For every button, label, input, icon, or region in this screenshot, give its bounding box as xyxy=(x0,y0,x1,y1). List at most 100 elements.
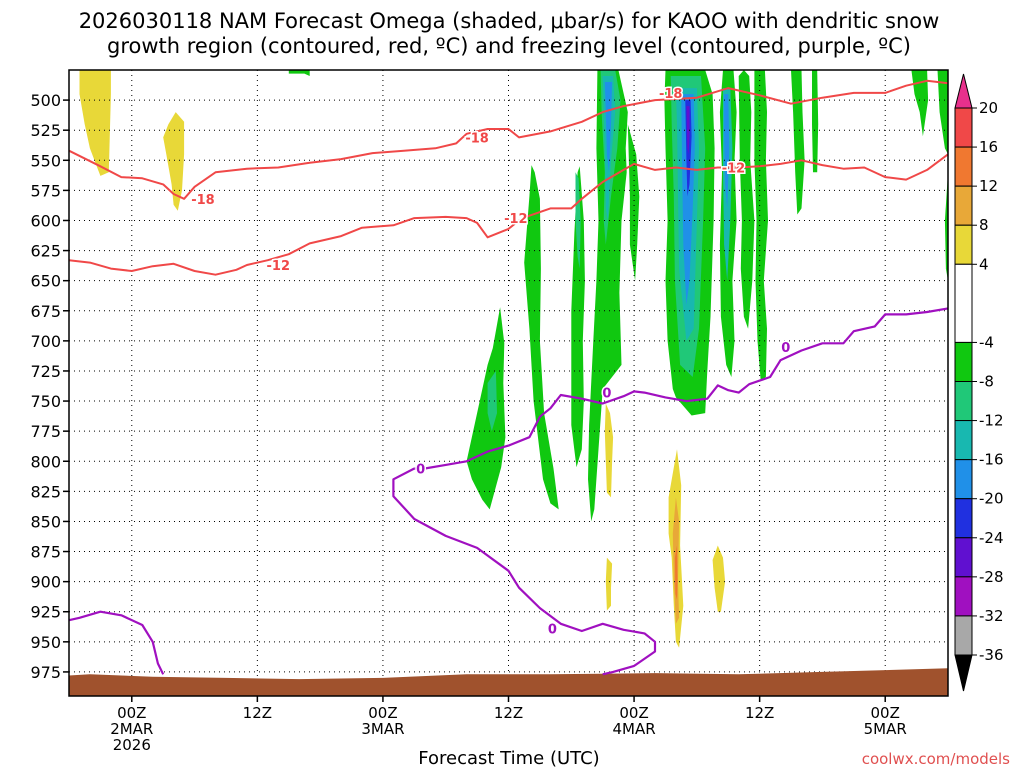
omega-shade-region-15 xyxy=(937,70,948,155)
colorbar-bottom-arrow xyxy=(954,654,973,692)
y-axis: 500 525 550 575 600 625 650 675 700 725 750 775 800 8… xyxy=(30,91,69,682)
omega-shade-region-13 xyxy=(812,70,819,173)
y-tick-label-900: 900 xyxy=(30,573,61,592)
x-tick-label-6-1: 2MAR xyxy=(110,720,153,738)
colorbar-bin-8 xyxy=(954,459,973,500)
omega-shade-region-2 xyxy=(288,70,310,76)
chart-title-line2: growth region (contoured, red, ºC) and f… xyxy=(107,34,911,58)
omega-shading-layer xyxy=(79,70,948,648)
freezing-level-contour-1 xyxy=(414,307,949,470)
omega-shade-region-28 xyxy=(686,106,690,155)
y-tick-label-575: 575 xyxy=(30,181,61,200)
omega-shade-region-1 xyxy=(163,112,185,211)
omega-shade-region-5 xyxy=(571,166,585,468)
x-tick-label-18-0: 12Z xyxy=(243,704,272,722)
colorbar-label-7: -12 xyxy=(979,412,1004,430)
colorbar-bin-1 xyxy=(954,146,973,187)
x-tick-label-66-0: 12Z xyxy=(745,704,774,722)
x-tick-label-54-0: 00Z xyxy=(619,704,648,722)
y-tick-label-650: 650 xyxy=(30,272,61,291)
terrain-layer xyxy=(69,668,948,696)
colorbar-bin-2 xyxy=(954,185,973,226)
x-tick-label-30-1: 3MAR xyxy=(361,720,404,738)
contour-label-7: 0 xyxy=(602,387,611,402)
contour-label-5: -12 xyxy=(722,162,746,177)
colorbar-bin-9 xyxy=(954,498,973,539)
contour-label-4: -12 xyxy=(504,212,528,227)
contour-label-0: -18 xyxy=(191,193,215,208)
credit-text: coolwx.com/models xyxy=(862,750,1010,768)
omega-shade-region-3 xyxy=(466,307,506,510)
y-tick-label-500: 500 xyxy=(30,91,61,110)
omega-shade-region-26 xyxy=(724,94,730,209)
x-tick-label-78-0: 00Z xyxy=(871,704,900,722)
x-tick-label-42-0: 12Z xyxy=(494,704,523,722)
colorbar-label-4: 4 xyxy=(979,255,989,273)
colorbar-bin-4 xyxy=(954,263,973,343)
omega-shade-region-33 xyxy=(674,545,678,600)
omega-shade-region-30 xyxy=(605,557,613,611)
colorbar-bin-11 xyxy=(954,576,973,617)
omega-shade-region-11 xyxy=(754,70,768,381)
colorbar-bin-10 xyxy=(954,537,973,578)
y-tick-label-675: 675 xyxy=(30,302,61,321)
x-tick-label-78-1: 5MAR xyxy=(864,720,907,738)
plot-area: -18 -18 -18 -12 -12 -12 0 0 0 0 xyxy=(68,69,949,697)
chart-title-line1: 2026030118 NAM Forecast Omega (shaded, μ… xyxy=(79,9,940,33)
contour-label-3: -12 xyxy=(267,259,291,274)
omega-shade-region-16 xyxy=(944,172,948,281)
y-tick-label-925: 925 xyxy=(30,603,61,622)
y-tick-label-625: 625 xyxy=(30,242,61,261)
colorbar-label-9: -20 xyxy=(979,490,1004,508)
y-tick-label-750: 750 xyxy=(30,392,61,411)
y-tick-label-975: 975 xyxy=(30,663,61,682)
colorbar-label-2: 12 xyxy=(979,177,998,195)
contour-label-9: 0 xyxy=(548,623,557,638)
colorbar-label-11: -28 xyxy=(979,568,1004,586)
contour-label-1: -18 xyxy=(465,131,489,146)
y-tick-label-850: 850 xyxy=(30,512,61,531)
y-tick-label-525: 525 xyxy=(30,121,61,140)
colorbar-bin-3 xyxy=(954,224,973,265)
y-tick-label-875: 875 xyxy=(30,543,61,562)
contour-label-layer: -18 -18 -18 -12 -12 -12 0 0 0 0 xyxy=(190,85,792,639)
colorbar-label-12: -32 xyxy=(979,607,1004,625)
contour-label-2: -18 xyxy=(659,87,683,102)
omega-shade-region-14 xyxy=(911,70,929,137)
x-tick-label-6-2: 2026 xyxy=(113,736,151,754)
colorbar-label-13: -36 xyxy=(979,646,1004,664)
colorbar-label-6: -8 xyxy=(979,373,994,391)
freezing-level-contour-2 xyxy=(392,467,657,676)
x-tick-label-30-0: 00Z xyxy=(368,704,397,722)
y-tick-label-550: 550 xyxy=(30,151,61,170)
y-tick-label-700: 700 xyxy=(30,332,61,351)
omega-shade-region-25 xyxy=(681,94,695,305)
omega-shade-region-24 xyxy=(604,82,613,173)
colorbar-bin-12 xyxy=(954,615,973,656)
colorbar-label-5: -4 xyxy=(979,333,994,351)
colorbar-label-10: -24 xyxy=(979,529,1004,547)
y-tick-label-950: 950 xyxy=(30,633,61,652)
colorbar-label-1: 16 xyxy=(979,138,998,156)
colorbar-top-arrow xyxy=(954,73,973,109)
red-isotherm--18-0 xyxy=(68,79,949,200)
colorbar-bin-5 xyxy=(954,341,973,382)
contour-layer xyxy=(68,79,949,676)
omega-shade-region-7 xyxy=(627,124,640,281)
omega-shade-region-12 xyxy=(791,70,805,215)
x-tick-label-54-1: 4MAR xyxy=(612,720,655,738)
colorbar: 20 16 12 8 4 -4 -8 -12 -16 -20 -24 -28 -32 -36 xyxy=(954,73,1004,692)
y-tick-label-600: 600 xyxy=(30,211,61,230)
colorbar-label-0: 20 xyxy=(979,99,998,117)
omega-shade-region-18 xyxy=(487,371,497,432)
red-isotherm--12-1 xyxy=(68,153,949,276)
contour-label-8: 0 xyxy=(781,341,790,356)
omega-shade-region-34 xyxy=(712,545,726,612)
colorbar-bin-7 xyxy=(954,420,973,461)
contour-label-6: 0 xyxy=(416,462,425,477)
colorbar-label-8: -16 xyxy=(979,451,1004,469)
omega-shade-region-0 xyxy=(79,70,111,176)
omega-shade-region-10 xyxy=(738,70,755,329)
